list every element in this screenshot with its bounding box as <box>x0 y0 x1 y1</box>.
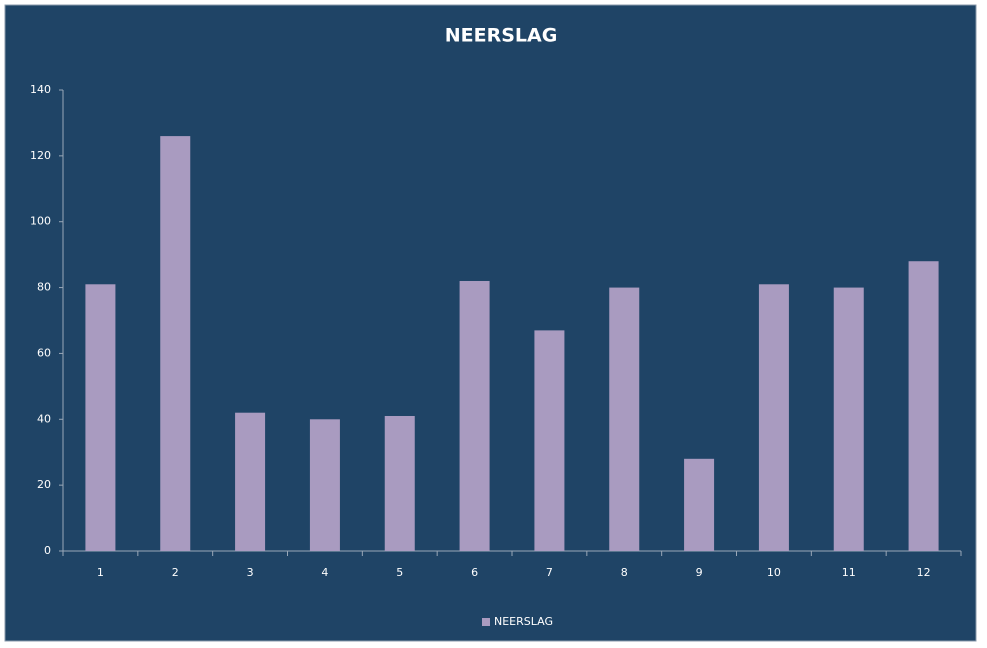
x-tick-label: 8 <box>621 566 628 579</box>
legend-label: NEERSLAG <box>494 615 553 628</box>
y-tick-label: 20 <box>37 478 51 491</box>
x-tick-label: 10 <box>767 566 781 579</box>
x-tick-label: 11 <box>842 566 856 579</box>
y-tick-label: 0 <box>44 544 51 557</box>
y-tick-label: 140 <box>30 83 51 96</box>
y-tick-label: 100 <box>30 215 51 228</box>
chart-area <box>4 4 977 642</box>
legend-swatch <box>482 618 490 626</box>
bar <box>534 330 565 551</box>
bar <box>684 458 715 551</box>
x-tick-label: 1 <box>97 566 104 579</box>
x-tick-label: 7 <box>546 566 553 579</box>
y-tick-label: 80 <box>37 281 51 294</box>
x-tick-label: 2 <box>172 566 179 579</box>
bar <box>908 261 939 551</box>
chart-title: NEERSLAG <box>445 25 558 47</box>
bar <box>309 419 340 551</box>
x-tick-label: 5 <box>396 566 403 579</box>
bar <box>459 280 490 551</box>
bar <box>160 136 191 551</box>
x-tick-label: 4 <box>321 566 328 579</box>
x-tick-label: 12 <box>917 566 931 579</box>
y-tick-label: 120 <box>30 149 51 162</box>
x-tick-label: 6 <box>471 566 478 579</box>
bar <box>833 287 864 551</box>
bar <box>85 284 116 551</box>
x-tick-label: 3 <box>247 566 254 579</box>
x-tick-label: 9 <box>696 566 703 579</box>
bar <box>758 284 789 551</box>
y-tick-label: 60 <box>37 346 51 359</box>
bar <box>235 412 266 551</box>
bar <box>609 287 640 551</box>
bar <box>384 415 415 551</box>
y-tick-label: 40 <box>37 412 51 425</box>
